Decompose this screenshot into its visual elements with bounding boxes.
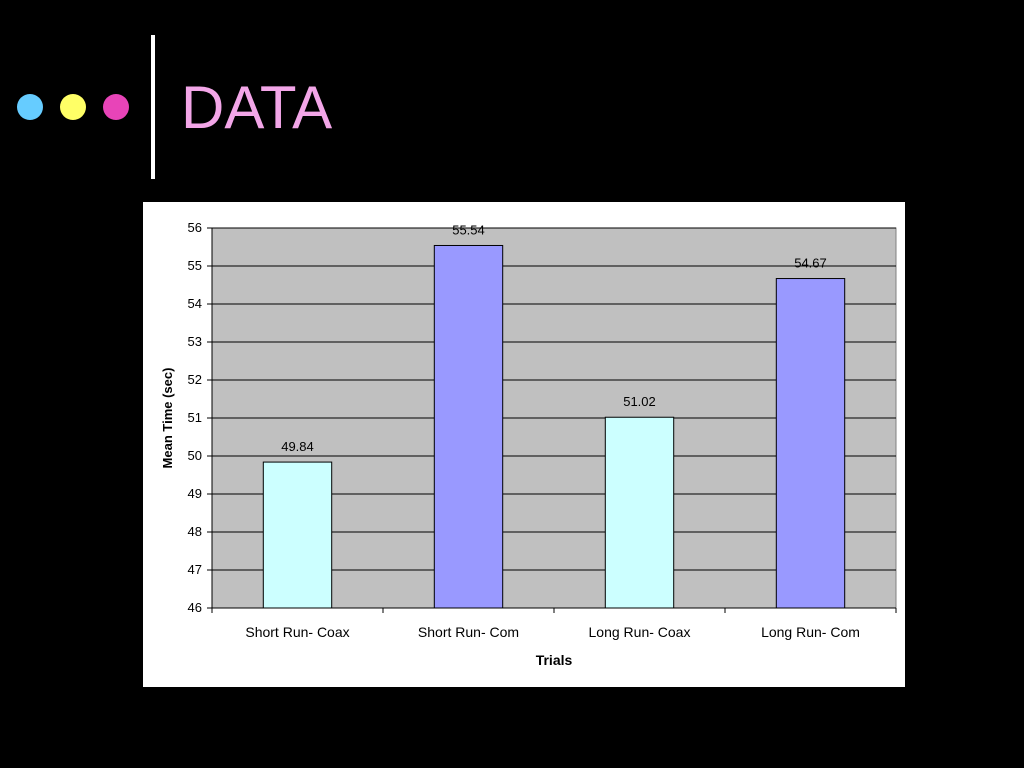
y-tick-label: 55: [188, 258, 202, 273]
bar: [262, 461, 333, 609]
y-tick-label: 51: [188, 410, 202, 425]
y-axis-label: Mean Time (sec): [160, 368, 175, 469]
y-tick-label: 46: [188, 600, 202, 615]
x-tick-label: Long Run- Com: [761, 624, 860, 640]
y-tick-label: 56: [188, 220, 202, 235]
bar-chart: 46 47 48 49 50 51 52 53 54 55 56 49.84 Short Run- Co…: [160, 220, 897, 668]
bar: [775, 278, 846, 609]
labels: 46 47 48 49 50 51 52 53 54 55 56 49.84 Short Run- Co…: [188, 220, 860, 640]
x-tick-label: Short Run- Coax: [245, 624, 349, 640]
data-label: 49.84: [281, 439, 314, 454]
y-tick-label: 48: [188, 524, 202, 539]
slide-title: DATA: [181, 74, 333, 141]
data-label: 51.02: [623, 394, 656, 409]
y-tick-label: 52: [188, 372, 202, 387]
bar: [433, 244, 504, 609]
y-tick-label: 53: [188, 334, 202, 349]
x-tick-label: Short Run- Com: [418, 624, 519, 640]
x-axis-label: Trials: [536, 652, 573, 668]
y-tick-label: 50: [188, 448, 202, 463]
data-label: 54.67: [794, 256, 827, 271]
pink-dot-icon: [103, 94, 129, 120]
bar: [604, 416, 675, 609]
y-tick-label: 54: [188, 296, 202, 311]
chart-panel: 46 47 48 49 50 51 52 53 54 55 56 49.84 Short Run- Co…: [143, 202, 905, 687]
data-label: 55.54: [452, 222, 485, 237]
title-divider: [151, 35, 155, 179]
axes: [207, 227, 897, 613]
y-tick-label: 47: [188, 562, 202, 577]
x-tick-label: Long Run- Coax: [589, 624, 691, 640]
yellow-dot-icon: [60, 94, 86, 120]
blue-dot-icon: [17, 94, 43, 120]
y-tick-label: 49: [188, 486, 202, 501]
